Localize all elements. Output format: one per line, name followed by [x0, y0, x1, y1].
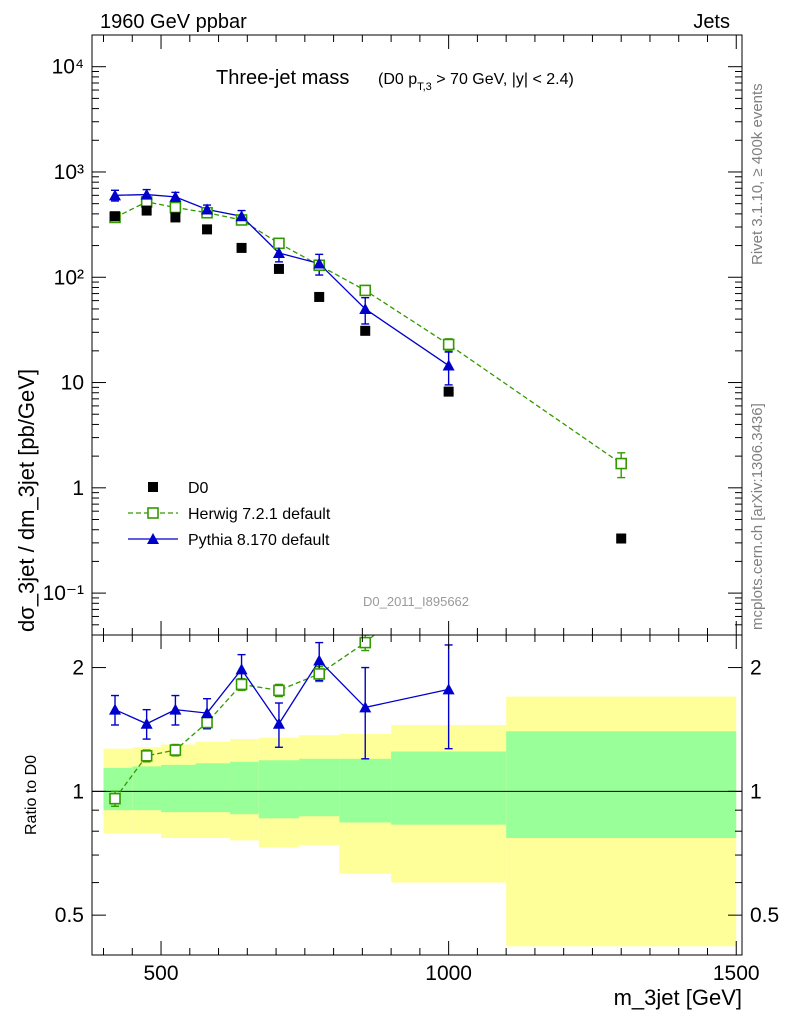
- y-tick-label: 10³: [54, 161, 84, 184]
- y-tick-label: 10⁻¹: [43, 582, 84, 605]
- herwig-point: [109, 792, 121, 805]
- band-inner: [506, 731, 737, 839]
- y-tick-label: 10: [61, 372, 84, 395]
- legend: D0 Herwig 7.2.1 default Pythia 8.170 defau…: [128, 480, 331, 549]
- herwig-point: [140, 750, 153, 762]
- pythia-point: [140, 188, 153, 200]
- herwig-point: [442, 338, 455, 351]
- pythia-point: [109, 703, 122, 715]
- pythia-point: [147, 533, 159, 544]
- main-ylabel: dσ_3jet / dm_3jet [pb/GeV]: [14, 369, 39, 632]
- analysis-id: D0_2011_I895662: [363, 594, 469, 609]
- d0-point: [170, 212, 181, 223]
- main-panel: 10⁻¹ 1 10 10² 10³ 10⁴ Three-jet mass (D0 pT,3…: [14, 34, 743, 636]
- ratio-panel: 500 1000 1500 0.5 0.5 1 1 2 2 Ratio to D0 m_3jet…: [23, 634, 779, 1010]
- d0-point: [443, 386, 454, 397]
- band-inner: [339, 758, 392, 823]
- x-tick-label: 1500: [713, 962, 760, 985]
- legend-label: Herwig 7.2.1 default: [188, 506, 331, 523]
- legend-label: D0: [188, 480, 209, 497]
- y-tick-label: 0.5: [55, 904, 84, 927]
- pythia-point: [313, 257, 326, 269]
- herwig-line: [114, 201, 622, 465]
- herwig-point: [313, 668, 326, 680]
- y-tick-label: 2: [72, 657, 84, 680]
- ratio-xlabel: m_3jet [GeV]: [614, 985, 742, 1010]
- pythia-point: [272, 246, 285, 258]
- herwig-point: [235, 678, 248, 691]
- herwig-point: [273, 237, 285, 250]
- d0-point: [273, 263, 284, 274]
- band-inner: [258, 760, 300, 819]
- d0-point: [141, 205, 152, 216]
- x-tick-label: 500: [144, 962, 179, 985]
- pythia-point: [109, 189, 122, 201]
- band-inner: [161, 764, 196, 813]
- mcplots-label: mcplots.cern.ch [arXiv:1306.3436]: [749, 403, 766, 630]
- header-left: 1960 GeV ppbar: [100, 11, 247, 33]
- ratio-series: [109, 635, 455, 807]
- band-inner: [132, 766, 162, 811]
- pythia-point: [140, 717, 153, 729]
- pythia-point: [313, 654, 326, 666]
- d0-point: [236, 242, 247, 253]
- herwig-point: [201, 716, 213, 729]
- d0-point: [314, 291, 325, 302]
- pythia-point: [201, 203, 214, 215]
- y-tick-label-right: 0.5: [750, 904, 779, 927]
- pythia-point: [359, 701, 372, 713]
- d0-point: [148, 482, 158, 492]
- rivet-label: Rivet 3.1.10, ≥ 400k events: [749, 83, 766, 265]
- herwig-point: [359, 636, 372, 649]
- main-title: Three-jet mass: [216, 67, 349, 89]
- header-right: Jets: [693, 11, 730, 33]
- pythia-point: [201, 707, 214, 719]
- d0-point: [360, 325, 371, 336]
- band-inner: [299, 758, 340, 817]
- herwig-point: [169, 744, 182, 756]
- herwig-point: [147, 507, 159, 519]
- pythia-point: [359, 302, 372, 314]
- d0-point: [616, 533, 627, 544]
- band-inner: [195, 763, 231, 813]
- main-title-cut: (D0 pT,3 > 70 GeV, |y| < 2.4): [378, 71, 574, 93]
- band-inner: [391, 751, 507, 825]
- legend-label: Pythia 8.170 default: [188, 532, 330, 549]
- pythia-point: [442, 683, 455, 695]
- d0-point: [110, 211, 121, 222]
- pythia-point: [442, 359, 455, 371]
- pythia-point: [169, 703, 182, 715]
- ratio-frame: [91, 634, 743, 956]
- y-tick-label-right: 2: [750, 657, 762, 680]
- pythia-line: [114, 193, 450, 367]
- herwig-point: [615, 457, 628, 470]
- herwig-point: [273, 684, 285, 697]
- pythia-point: [169, 190, 182, 202]
- y-tick-label: 1: [72, 780, 84, 803]
- x-tick-label: 1000: [425, 962, 472, 985]
- y-tick-label: 10²: [54, 266, 84, 289]
- band-inner: [230, 761, 259, 815]
- pythia-point: [235, 210, 248, 222]
- pythia-point: [235, 663, 248, 675]
- herwig-point: [169, 201, 182, 214]
- ratio-ylabel: Ratio to D0: [23, 755, 40, 835]
- herwig-point: [359, 284, 372, 297]
- y-tick-label: 10⁴: [52, 56, 84, 79]
- y-tick-label-right: 1: [750, 780, 762, 803]
- pythia-point: [272, 717, 285, 729]
- d0-point: [202, 224, 213, 235]
- y-tick-label: 1: [72, 477, 84, 500]
